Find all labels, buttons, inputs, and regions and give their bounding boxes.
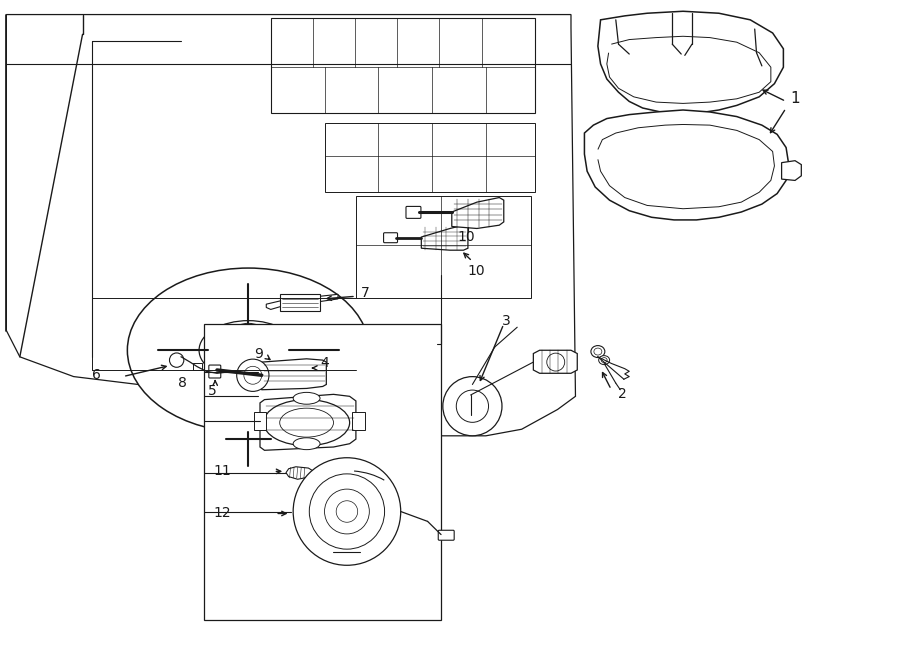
Polygon shape xyxy=(356,196,531,297)
Polygon shape xyxy=(271,18,536,113)
Polygon shape xyxy=(286,467,314,479)
Text: 9: 9 xyxy=(255,346,264,360)
Circle shape xyxy=(237,359,269,391)
Text: 12: 12 xyxy=(213,506,231,520)
FancyBboxPatch shape xyxy=(193,363,202,370)
Text: 4: 4 xyxy=(320,356,328,370)
FancyBboxPatch shape xyxy=(254,412,266,430)
Text: 5: 5 xyxy=(208,384,217,398)
FancyBboxPatch shape xyxy=(209,365,220,378)
Circle shape xyxy=(695,158,731,194)
Text: 10: 10 xyxy=(457,230,475,244)
Circle shape xyxy=(293,457,400,565)
FancyBboxPatch shape xyxy=(353,412,365,430)
Polygon shape xyxy=(260,359,327,390)
Text: 7: 7 xyxy=(360,286,369,300)
Polygon shape xyxy=(598,124,774,209)
Circle shape xyxy=(244,366,262,384)
Polygon shape xyxy=(584,110,788,220)
Circle shape xyxy=(221,323,275,377)
Text: 1: 1 xyxy=(790,91,800,106)
Circle shape xyxy=(667,169,685,187)
Text: 2: 2 xyxy=(618,387,627,401)
Ellipse shape xyxy=(598,356,609,365)
Ellipse shape xyxy=(293,393,320,405)
Circle shape xyxy=(282,358,300,375)
Polygon shape xyxy=(781,161,801,180)
Polygon shape xyxy=(275,357,307,377)
Circle shape xyxy=(310,474,384,549)
Circle shape xyxy=(658,160,694,196)
Text: 6: 6 xyxy=(92,368,101,382)
Ellipse shape xyxy=(199,321,298,380)
FancyBboxPatch shape xyxy=(383,233,398,243)
Ellipse shape xyxy=(594,348,602,355)
Text: 10: 10 xyxy=(468,264,485,278)
Ellipse shape xyxy=(293,438,320,449)
Ellipse shape xyxy=(601,358,608,363)
Ellipse shape xyxy=(591,346,605,358)
Circle shape xyxy=(547,353,564,371)
FancyBboxPatch shape xyxy=(406,206,421,218)
Circle shape xyxy=(325,489,369,534)
Circle shape xyxy=(629,170,647,188)
Polygon shape xyxy=(325,123,536,192)
Polygon shape xyxy=(452,198,504,229)
Circle shape xyxy=(169,353,184,368)
Circle shape xyxy=(337,501,357,522)
Ellipse shape xyxy=(264,400,349,446)
Polygon shape xyxy=(534,350,577,373)
FancyBboxPatch shape xyxy=(207,368,216,375)
Polygon shape xyxy=(203,324,441,620)
Polygon shape xyxy=(266,294,338,309)
FancyBboxPatch shape xyxy=(438,530,454,540)
Circle shape xyxy=(704,167,722,185)
Circle shape xyxy=(443,377,502,436)
FancyBboxPatch shape xyxy=(220,368,229,375)
Ellipse shape xyxy=(280,408,334,437)
Ellipse shape xyxy=(128,268,369,432)
Text: 8: 8 xyxy=(177,376,186,390)
Circle shape xyxy=(232,334,265,366)
Circle shape xyxy=(456,390,489,422)
Polygon shape xyxy=(260,395,356,450)
Text: 3: 3 xyxy=(502,313,510,328)
Polygon shape xyxy=(6,15,575,436)
Text: 11: 11 xyxy=(213,465,231,479)
Polygon shape xyxy=(598,11,783,113)
Circle shape xyxy=(620,161,656,197)
Polygon shape xyxy=(421,225,468,251)
Polygon shape xyxy=(280,294,320,311)
Polygon shape xyxy=(607,36,770,103)
